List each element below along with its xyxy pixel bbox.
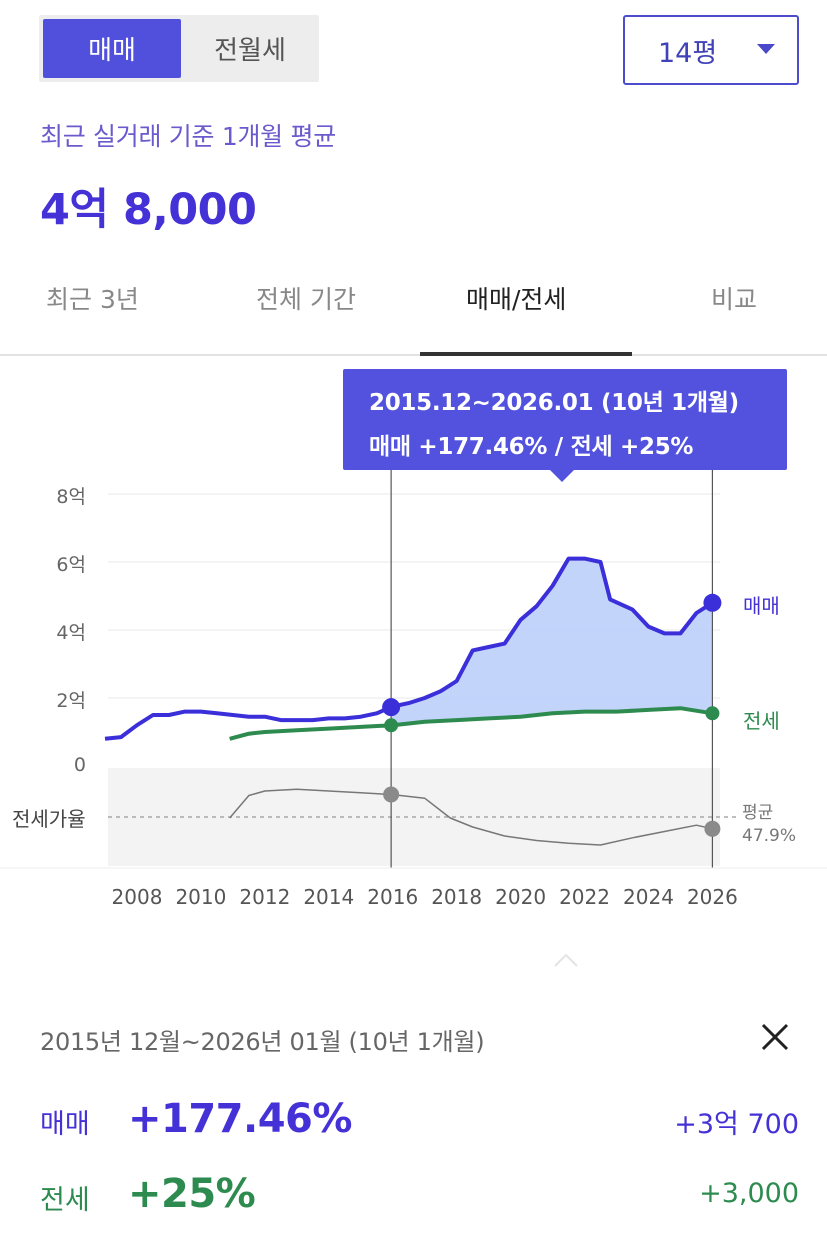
ratio-end-marker <box>704 820 721 837</box>
selection-area-fill <box>391 558 713 726</box>
tooltip-arrow <box>550 470 574 482</box>
ratio-average-label: 평균 <box>742 803 774 823</box>
y-tick-label: 6억 <box>56 554 86 576</box>
x-tick-label: 2026 <box>686 885 738 909</box>
sale-end-marker <box>703 593 722 612</box>
average-price-value: 4억 8,000 <box>40 185 257 235</box>
ratio-start-marker <box>383 786 400 803</box>
sale-series-line <box>104 556 714 741</box>
x-tick-label: 2024 <box>623 885 674 909</box>
summary-period: 2015년 12월~2026년 01월 (10년 1개월) <box>40 1028 485 1056</box>
ratio-axis-label: 전세가율 <box>12 803 88 832</box>
x-tick-label: 2018 <box>431 885 483 909</box>
summary-sale-label: 매매 <box>40 1109 90 1140</box>
summary-jeonse-label: 전세 <box>40 1185 90 1216</box>
x-tick-label: 2022 <box>559 885 610 909</box>
jeonse-end-marker <box>705 706 720 721</box>
price-chart[interactable]: 8억 6억 4억 2억 0 2008 2010 2012 2014 2016 2018 2020 20… <box>0 358 827 928</box>
segment-rent-button[interactable]: 전월세 <box>214 36 286 66</box>
chart-canvas <box>0 468 827 869</box>
ratio-series-line <box>229 788 713 846</box>
jeonse-series-label: 전세 <box>743 709 780 733</box>
x-tick-label: 2020 <box>495 885 547 909</box>
segment-sale-button[interactable]: 매매 <box>43 19 181 78</box>
x-tick-label: 2008 <box>111 885 163 909</box>
y-tick-label: 4억 <box>56 622 86 644</box>
jeonse-start-marker <box>384 718 399 733</box>
price-basis-caption: 최근 실거래 기준 1개월 평균 <box>40 122 336 151</box>
x-tick-label: 2010 <box>175 885 227 909</box>
y-tick-label: 8억 <box>56 486 86 508</box>
summary-sale-amount: +3억 700 <box>674 1109 799 1140</box>
y-tick-label: 2억 <box>56 690 86 712</box>
tooltip-period: 2015.12~2026.01 (10년 1개월) <box>369 390 739 416</box>
x-tick-label: 2016 <box>367 885 419 909</box>
tab-compare[interactable]: 비교 <box>711 285 758 314</box>
tab-recent-3-years[interactable]: 최근 3년 <box>46 285 139 314</box>
trade-type-segmented-control: 매매 전월세 <box>39 15 319 82</box>
tooltip-change: 매매 +177.46% / 전세 +25% <box>369 434 694 460</box>
x-tick-label: 2014 <box>303 885 355 909</box>
tab-sale-jeonse[interactable]: 매매/전세 <box>466 285 567 314</box>
caret-down-icon <box>757 44 775 54</box>
size-select-dropdown[interactable]: 14평 <box>623 15 799 85</box>
ratio-current-value: 47.9% <box>742 826 797 846</box>
x-tick-label: 2012 <box>239 885 291 909</box>
summary-sale-percent: +177.46% <box>128 1096 352 1142</box>
chevron-up-icon[interactable] <box>553 952 579 968</box>
sale-series-label: 매매 <box>743 594 780 618</box>
tab-all-period[interactable]: 전체 기간 <box>256 285 356 314</box>
summary-jeonse-percent: +25% <box>128 1171 256 1217</box>
sale-start-marker <box>382 698 401 717</box>
y-tick-label: 0 <box>73 754 86 776</box>
selection-tooltip: 2015.12~2026.01 (10년 1개월) 매매 +177.46% / … <box>343 369 787 482</box>
active-tab-indicator <box>420 352 632 356</box>
jeonse-series-line <box>229 706 713 741</box>
period-tabs: 최근 3년 전체 기간 매매/전세 비교 <box>0 268 827 356</box>
size-select-value: 14평 <box>658 37 718 69</box>
summary-jeonse-amount: +3,000 <box>699 1178 799 1209</box>
close-icon[interactable] <box>758 1020 792 1054</box>
